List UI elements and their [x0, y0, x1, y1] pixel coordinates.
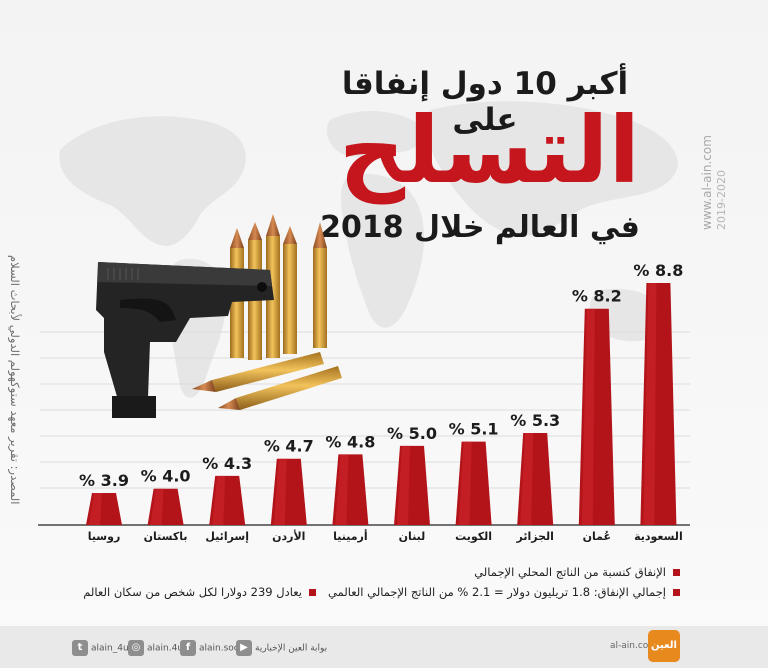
twitter-handle: alain_4u [91, 643, 129, 654]
category-label-3: الأردن [272, 529, 305, 543]
youtube-icon: ▶ [236, 640, 252, 656]
footer-site-url[interactable]: al-ain.com [610, 641, 658, 651]
bar-1 [147, 488, 184, 525]
value-label-5: % 5.0 [387, 424, 437, 443]
title-line-1: أكبر 10 دول إنفاقا على [341, 66, 629, 138]
category-label-5: لبنان [399, 530, 426, 543]
legend-item-gdp-share: الإنفاق كنسبة من الناتج المحلي الإجمالي [474, 565, 680, 579]
bar-highlight-1 [150, 488, 164, 525]
bar-highlight-8 [581, 308, 595, 525]
value-label-9: % 8.8 [633, 261, 683, 280]
legend-square-icon [309, 589, 316, 596]
bar-6 [455, 441, 492, 525]
bar-5 [394, 445, 430, 525]
bar-2 [209, 475, 246, 525]
bar-9 [640, 283, 677, 525]
category-label-1: باكستان [144, 530, 188, 543]
legend-item-1-text: الإنفاق كنسبة من الناتج المحلي الإجمالي [474, 565, 666, 579]
twitter-icon: t [72, 640, 88, 656]
bar-3 [270, 458, 307, 525]
bar-highlight-3 [273, 458, 287, 525]
value-label-8: % 8.2 [572, 287, 622, 306]
footer-facebook[interactable]: f alain.social [180, 640, 249, 656]
legend-square-icon [673, 569, 680, 576]
category-label-6: الكويت [455, 530, 492, 543]
footer-twitter[interactable]: t alain_4u [72, 640, 129, 656]
instagram-handle: alain.4u [147, 643, 184, 654]
footer-instagram[interactable]: ◎ alain.4u [128, 640, 183, 656]
facebook-icon: f [180, 640, 196, 656]
bar-8 [578, 308, 615, 525]
bar-0 [86, 493, 122, 525]
category-label-2: إسرائيل [205, 530, 249, 543]
value-label-2: % 4.3 [202, 454, 252, 473]
value-label-0: % 3.9 [79, 471, 129, 490]
category-label-0: روسيا [88, 530, 121, 543]
legend-item-3-text: يعادل 239 دولارا لكل شخص من سكان العالم [83, 585, 302, 599]
bar-highlight-6 [458, 441, 472, 525]
bar-highlight-9 [643, 283, 657, 525]
bar-highlight-2 [212, 475, 226, 525]
bar-7 [517, 433, 554, 525]
legend-square-icon [673, 589, 680, 596]
value-label-6: % 5.1 [449, 420, 499, 439]
bar-highlight-5 [397, 445, 410, 525]
brand-logo: العين [648, 630, 680, 662]
legend-item-total-spending: إجمالي الإنفاق: 1.8 تريليون دولار = 2.1 … [328, 585, 680, 599]
value-label-1: % 4.0 [141, 467, 191, 486]
title-main: التسلح [338, 97, 642, 204]
bar-highlight-0 [89, 493, 102, 525]
legend-item-2-text: إجمالي الإنفاق: 1.8 تريليون دولار = 2.1 … [327, 585, 666, 599]
category-label-9: السعودية [634, 530, 683, 543]
instagram-icon: ◎ [128, 640, 144, 656]
value-label-3: % 4.7 [264, 437, 314, 456]
bar-highlight-7 [520, 433, 534, 525]
value-label-4: % 4.8 [325, 432, 375, 451]
category-label-8: عُمان [583, 530, 611, 543]
bar-4 [332, 454, 369, 525]
youtube-channel: بوابة العين الإخبارية [255, 643, 328, 654]
category-label-7: الجزائر [515, 530, 553, 543]
facebook-handle: alain.social [199, 643, 250, 654]
bar-highlight-4 [335, 454, 349, 525]
legend-item-per-person: يعادل 239 دولارا لكل شخص من سكان العالم [83, 585, 316, 599]
category-label-4: أرمينيا [333, 529, 368, 543]
title-line-3: في العالم خلال 2018 [320, 210, 640, 245]
value-label-7: % 5.3 [510, 411, 560, 430]
footer-youtube[interactable]: ▶ بوابة العين الإخبارية [236, 640, 327, 656]
footer-bar: t alain_4u ◎ alain.4u f alain.social ▶ بوابة… [0, 626, 768, 668]
